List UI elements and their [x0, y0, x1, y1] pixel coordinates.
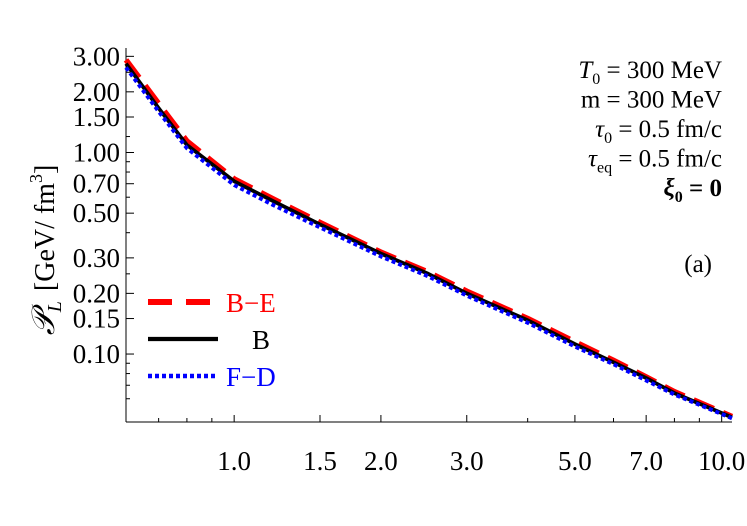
x-tick-label: 3.0	[450, 446, 484, 476]
y-tick-label: 0.15	[73, 304, 120, 334]
legend-item: B−E	[148, 288, 276, 318]
series-line	[124, 66, 733, 421]
y-tick-label: 0.50	[73, 198, 120, 228]
legend: B−E B F−D	[148, 288, 276, 392]
legend-label: B−E	[226, 288, 276, 318]
legend-item: F−D	[148, 362, 276, 392]
param-line: τeq = 0.5 fm/c	[588, 146, 722, 177]
y-axis-title: 𝒫L[GeV/ fm3]	[25, 165, 66, 336]
param-line: m = 300 MeV	[581, 87, 722, 114]
param-line: T0 = 300 MeV	[578, 57, 722, 88]
plot-frame	[125, 48, 732, 423]
x-tick-label: 7.0	[629, 446, 663, 476]
y-tick-label: 1.00	[73, 137, 120, 167]
series-3	[124, 66, 733, 421]
y-tick-label: 0.20	[73, 278, 120, 308]
y-tick-label: 3.00	[73, 41, 120, 71]
legend-label: B	[252, 325, 270, 355]
y-tick-label: 0.10	[73, 339, 120, 369]
panel-label: (a)	[684, 251, 712, 278]
legend-label: F−D	[226, 362, 276, 392]
y-tick-label: 1.50	[73, 102, 120, 132]
x-tick-label: 10.0	[698, 446, 745, 476]
axis-ticks: 1.0 1.5 2.0 3.0 5.0 7.0 10.03.002.001.501.000.…	[73, 41, 746, 476]
y-tick-label: 0.70	[73, 169, 120, 199]
x-tick-label: 1.0	[217, 446, 251, 476]
y-tick-label: 2.00	[73, 77, 120, 107]
param-line: τ0 = 0.5 fm/c	[595, 116, 722, 147]
legend-item: B	[148, 325, 270, 355]
y-tick-label: 0.30	[73, 243, 120, 273]
series-lines	[123, 58, 734, 421]
param-line: ξ0 = 0	[664, 175, 722, 206]
x-tick-label: 1.5	[303, 446, 337, 476]
y-axis-label: 𝒫L[GeV/ fm3]	[25, 165, 66, 336]
x-tick-label: 5.0	[558, 446, 592, 476]
x-tick-label: 2.0	[364, 446, 398, 476]
